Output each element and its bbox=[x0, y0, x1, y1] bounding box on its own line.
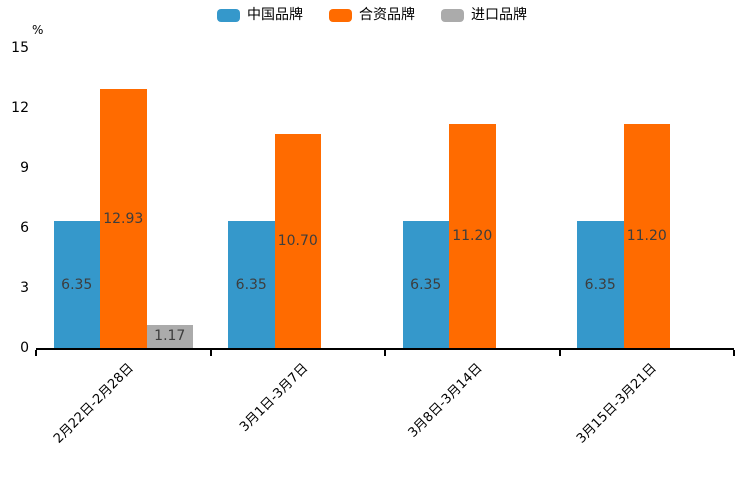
legend-label-joint-venture-brand: 合资品牌 bbox=[359, 7, 415, 23]
bar bbox=[146, 324, 193, 348]
y-tick-label: 12 bbox=[11, 100, 29, 116]
x-axis-tick-mark bbox=[384, 350, 386, 356]
x-axis-tick-mark bbox=[209, 350, 212, 356]
bar-value-label: 6.35 bbox=[410, 276, 442, 293]
legend-item-joint-venture-brand[interactable]: 合资品牌 bbox=[329, 8, 415, 22]
y-tick-label: 3 bbox=[20, 280, 29, 296]
bar bbox=[577, 221, 624, 348]
x-tick-label: 3月8日-3月14日 bbox=[405, 360, 486, 441]
chart-legend: 中国品牌 合资品牌 进口品牌 bbox=[0, 8, 744, 22]
x-axis-tick-mark bbox=[558, 350, 561, 356]
legend-swatch-china-brand-icon bbox=[217, 8, 240, 22]
bar-value-label: 6.35 bbox=[235, 276, 267, 293]
bar bbox=[402, 221, 449, 348]
legend-swatch-joint-venture-brand-icon bbox=[329, 8, 352, 22]
bar-value-label: 6.35 bbox=[584, 276, 616, 293]
y-tick-label: 9 bbox=[20, 160, 29, 176]
y-tick-label: 6 bbox=[20, 220, 29, 236]
legend-item-china-brand[interactable]: 中国品牌 bbox=[217, 8, 303, 22]
bar-value-label: 6.35 bbox=[61, 276, 93, 293]
bar-value-label: 10.70 bbox=[277, 233, 318, 249]
bar-value-label: 11.20 bbox=[626, 228, 667, 244]
bar-value-label: 11.20 bbox=[452, 228, 493, 244]
bar-value-label: 1.17 bbox=[154, 328, 186, 345]
x-axis-line bbox=[36, 348, 734, 350]
bar bbox=[53, 221, 100, 348]
legend-item-import-brand[interactable]: 进口品牌 bbox=[441, 8, 527, 22]
x-tick-label: 3月15日-3月21日 bbox=[574, 360, 661, 447]
x-axis-tick-mark bbox=[35, 350, 37, 356]
x-tick-label: 2月22日-2月28日 bbox=[50, 360, 137, 447]
bar-value-label: 12.93 bbox=[103, 210, 144, 227]
y-axis-unit-label: % bbox=[32, 23, 44, 37]
x-tick-label: 3月1日-3月7日 bbox=[237, 360, 312, 435]
bar bbox=[274, 134, 321, 348]
bar bbox=[100, 89, 147, 348]
y-tick-label: 0 bbox=[20, 340, 29, 356]
x-axis-tick-mark bbox=[733, 350, 735, 356]
legend-swatch-import-brand-icon bbox=[441, 8, 464, 22]
bar bbox=[623, 124, 670, 348]
y-tick-label: 15 bbox=[11, 40, 29, 56]
bar bbox=[449, 124, 496, 348]
legend-label-china-brand: 中国品牌 bbox=[247, 7, 303, 23]
legend-label-import-brand: 进口品牌 bbox=[471, 7, 527, 23]
bar bbox=[228, 221, 275, 348]
